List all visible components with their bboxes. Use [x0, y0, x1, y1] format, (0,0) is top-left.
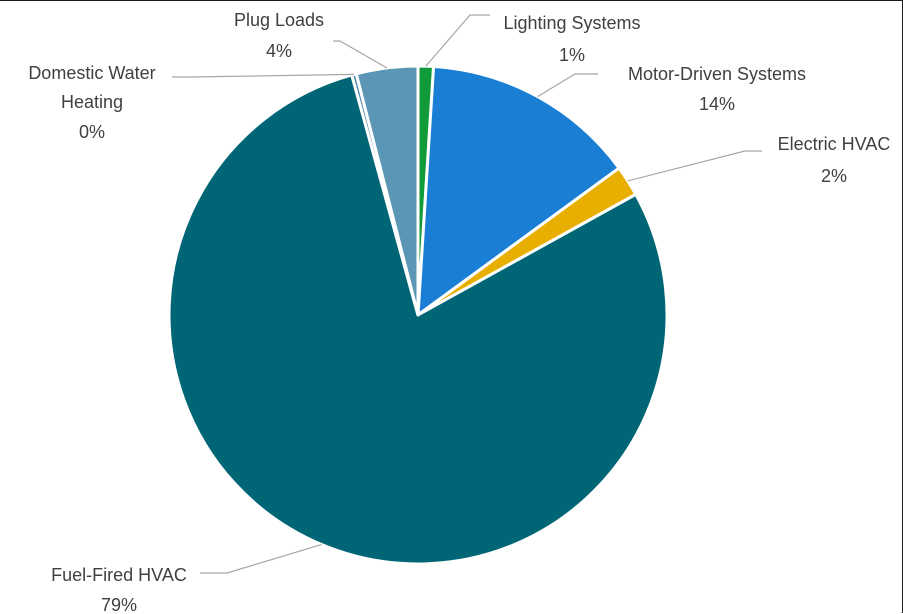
- slice-percent-fuel-fired-hvac: 79%: [101, 595, 137, 614]
- slice-label-fuel-fired-hvac: Fuel-Fired HVAC: [51, 565, 187, 585]
- pie-slice-plug-loads: [354, 64, 420, 317]
- slice-percent-lighting-systems: 1%: [559, 45, 585, 65]
- leader-line-domestic-water-heating: [172, 73, 355, 78]
- slice-percent-electric-hvac: 2%: [821, 166, 847, 186]
- slice-label-domestic-water-heating-line2: Heating: [61, 92, 123, 112]
- slice-label-electric-hvac: Electric HVAC: [778, 134, 891, 154]
- slice-labels: Lighting Systems 1% Motor-Driven Systems…: [28, 10, 890, 614]
- slice-percent-plug-loads: 4%: [266, 41, 292, 61]
- leader-line-plug-loads: [333, 40, 388, 69]
- pie-slices: [167, 64, 669, 566]
- leader-line-lighting-systems: [425, 14, 490, 67]
- pie-slice-fuel-fired-hvac: [167, 73, 669, 566]
- slice-percent-motor-driven-systems: 14%: [699, 94, 735, 114]
- pie-slice-motor-driven-systems: [416, 64, 621, 317]
- leader-lines: [172, 14, 762, 574]
- slice-label-plug-loads: Plug Loads: [234, 10, 324, 30]
- slice-label-lighting-systems: Lighting Systems: [503, 13, 640, 33]
- leader-line-electric-hvac: [627, 150, 762, 182]
- leader-line-motor-driven-systems: [537, 73, 598, 98]
- slice-percent-domestic-water-heating: 0%: [79, 122, 105, 142]
- slice-label-motor-driven-systems: Motor-Driven Systems: [628, 64, 806, 84]
- slice-label-domestic-water-heating-line1: Domestic Water: [28, 63, 155, 83]
- leader-line-fuel-fired-hvac: [200, 544, 322, 574]
